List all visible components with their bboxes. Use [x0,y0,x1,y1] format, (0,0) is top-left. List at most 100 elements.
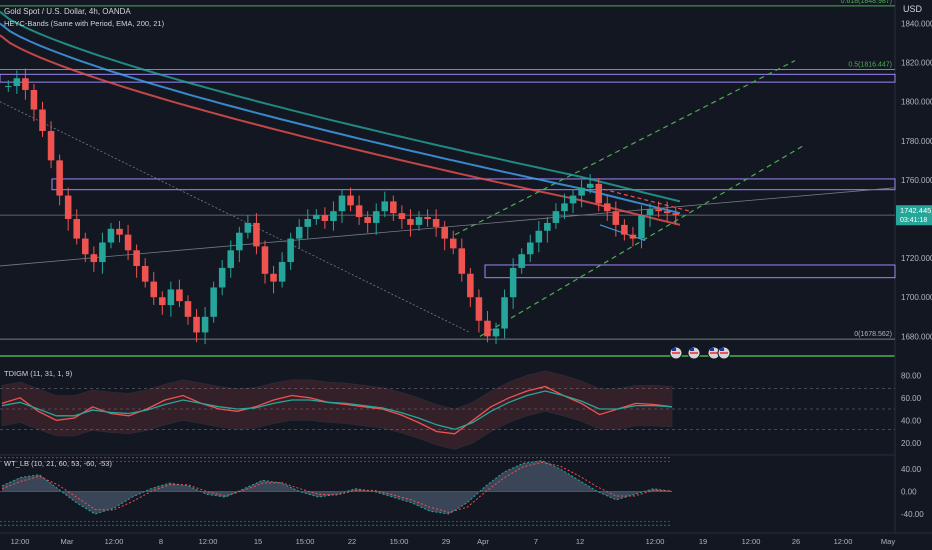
wt-line [1,461,673,513]
time-tick-label: 15 [254,537,262,546]
us-flag-event-icon[interactable] [687,346,701,360]
band-middle [0,22,681,215]
candle-body [355,205,363,218]
candle-body [415,217,423,225]
time-tick-label: 8 [159,537,163,546]
time-tick-label: May [881,537,895,546]
time-tick-label: 22 [348,537,356,546]
flag-canton [672,348,676,351]
candle-body [663,211,671,214]
candle-body [159,297,166,306]
time-tick-label: Apr [477,537,489,546]
osc-tick-label: 40.00 [901,416,922,425]
candle-body [304,219,312,227]
candlesticks [5,68,679,345]
candle-body [458,248,466,274]
time-tick-label: 29 [442,537,450,546]
price-axis[interactable]: 1680.0001700.0001720.0001740.0001760.000… [896,19,932,341]
event-markers[interactable] [669,346,731,360]
candle-body [372,211,380,223]
candle-body [424,217,431,220]
flag-canton [690,348,694,351]
candle-body [56,160,63,196]
candle-body [484,320,491,337]
wt-legend: WT_LB (10, 21, 60, 53, -60, -53) [4,459,112,468]
flag-stripe [710,352,718,354]
wt-line [1,460,673,515]
fib-label: 0.5(1816.447) [848,62,892,69]
candle-body [236,232,243,251]
time-tick-label: 12:00 [105,537,124,546]
us-flag-event-icon[interactable] [669,346,683,360]
time-tick-label: 12:00 [742,537,761,546]
wt-lb-pane: -40.00 0.00 40.00 [0,457,924,526]
candle-body [347,195,354,206]
channel-upper [454,60,796,236]
candle-body [509,267,517,298]
candle-body [586,183,594,188]
wt-tick-label: 40.00 [901,465,922,474]
band-upper [0,10,681,203]
candle-body [47,131,55,161]
zone-box [484,264,896,279]
time-tick-label: 12:00 [646,537,665,546]
candle-body [99,242,106,263]
osc-tick-label: 20.00 [901,439,922,448]
candle-body [364,217,371,223]
candle-body [90,254,98,263]
candle-body [638,215,645,239]
support-resistance-boxes[interactable] [0,73,896,279]
price-tick-label: 1680.000 [901,332,932,341]
candle-body [5,86,12,88]
dotted-trendline [0,101,471,333]
candle-body [22,78,29,90]
price-tick-label: 1820.000 [901,59,932,68]
tdigm-pane: 20.00 40.00 60.00 80.00 [0,370,922,450]
candle-body [193,316,200,333]
candle-body [73,219,81,239]
price-tick-label: 1700.000 [901,293,932,302]
time-tick-label: 19 [699,537,707,546]
candle-body [398,213,406,220]
candle-body [64,195,72,220]
candle-body [535,230,543,243]
channel-lower [479,144,806,337]
time-tick-label: 12:00 [834,537,853,546]
zone-box [0,73,896,83]
candle-body [552,211,560,223]
currency-label[interactable]: USD [903,4,923,14]
trend-lines[interactable] [0,60,896,337]
candle-body [595,183,602,204]
candle-body [518,254,525,268]
price-tick-label: 1840.000 [901,19,932,28]
time-tick-label: 12:00 [199,537,218,546]
fib-label: 0(1678.562) [854,331,892,338]
candle-body [124,234,132,251]
candle-body [672,213,679,216]
fibonacci-levels: 0.618(1848.987) 0.5(1816.447) 0(1678.562) [0,0,895,340]
wt-tick-label: 0.00 [901,488,917,497]
candle-body [167,289,175,306]
candle-body [244,222,252,233]
candle-body [321,215,329,221]
candle-body [561,203,568,212]
candle-body [441,226,448,239]
candle-body [270,273,277,282]
candle-body [287,238,294,263]
candle-body [176,289,183,302]
candle-body [655,209,662,212]
tdigm-band [1,370,673,450]
zone-box [51,178,896,191]
tdigm-line [1,390,673,430]
candle-body [467,273,474,298]
time-axis[interactable]: 12:00 Mar 12:00 8 12:00 15 15:00 22 15:00 29 Apr 7 1… [11,537,896,546]
candle-body [330,211,337,221]
last-price-value: 1742.445 [900,206,931,215]
candle-body [210,287,217,317]
flag-stripe [690,352,698,354]
candle-body [295,226,303,239]
candle-body [612,211,620,225]
us-flag-event-icon[interactable] [717,346,731,360]
candle-body [526,242,534,255]
